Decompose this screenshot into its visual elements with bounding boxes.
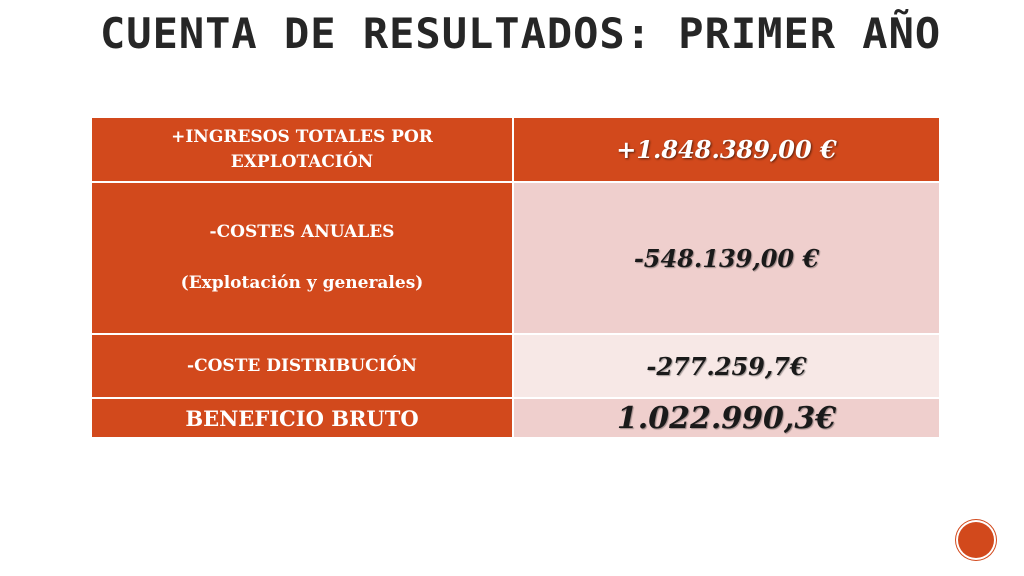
- ingresos-label-line-2: EXPLOTACIÓN: [230, 151, 374, 172]
- table-row-ingresos: +INGRESOS TOTALES POR EXPLOTACIÓN +1.848…: [90, 116, 941, 183]
- costes-label-line-2: (Explotación y generales): [180, 273, 424, 293]
- table-row-distribucion: -COSTE DISTRIBUCIÓN -277.259,7€: [90, 333, 941, 399]
- costes-label: -COSTES ANUALES (Explotación y generales…: [90, 181, 514, 335]
- ingresos-value: +1.848.389,00 €: [512, 116, 941, 183]
- slide-number-circle-icon: [958, 522, 994, 558]
- income-statement-table: +INGRESOS TOTALES POR EXPLOTACIÓN +1.848…: [90, 116, 941, 439]
- beneficio-label-line-1: BENEFICIO BRUTO: [185, 405, 419, 431]
- beneficio-label: BENEFICIO BRUTO: [90, 397, 514, 439]
- distribucion-label: -COSTE DISTRIBUCIÓN: [90, 333, 514, 399]
- ingresos-label-line-1: +INGRESOS TOTALES POR: [171, 126, 433, 147]
- table-row-costes: -COSTES ANUALES (Explotación y generales…: [90, 181, 941, 335]
- costes-label-line-1: -COSTES ANUALES: [209, 222, 395, 242]
- distribucion-value: -277.259,7€: [512, 333, 941, 399]
- beneficio-value: 1.022.990,3€: [512, 397, 941, 439]
- costes-value: -548.139,00 €: [512, 181, 941, 335]
- slide-title: CUENTA DE RESULTADOS: PRIMER AÑO: [100, 9, 942, 58]
- ingresos-label: +INGRESOS TOTALES POR EXPLOTACIÓN: [90, 116, 514, 183]
- table-row-beneficio: BENEFICIO BRUTO 1.022.990,3€: [90, 397, 941, 439]
- distribucion-label-line-1: -COSTE DISTRIBUCIÓN: [187, 355, 417, 376]
